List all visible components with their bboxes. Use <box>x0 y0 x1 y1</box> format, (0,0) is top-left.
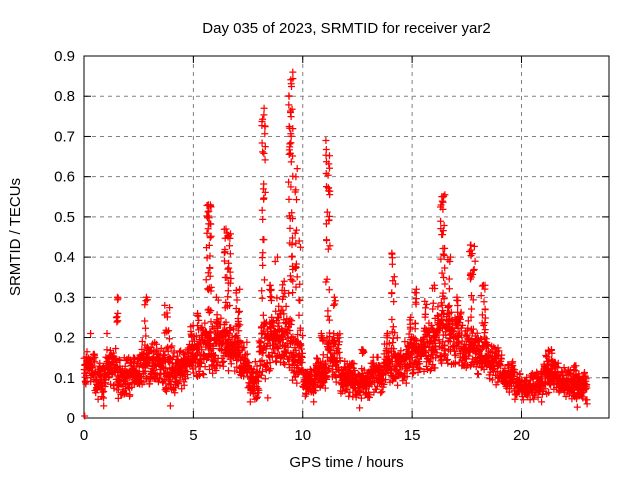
y-tick-label: 0.1 <box>54 370 75 387</box>
chart-title: Day 035 of 2023, SRMTID for receiver yar… <box>202 20 490 37</box>
y-tick-label: 0.5 <box>54 209 75 226</box>
y-tick-label: 0.8 <box>54 88 75 105</box>
y-tick-label: 0 <box>67 410 75 427</box>
y-tick-labels: 0 0.1 0.2 0.3 0.4 0.5 0.6 0.7 0.8 0.9 <box>54 48 75 427</box>
scatter-points <box>80 68 591 420</box>
y-tick-label: 0.4 <box>54 249 75 266</box>
y-tick-label: 0.9 <box>54 48 75 65</box>
x-tick-label: 5 <box>189 427 197 444</box>
y-tick-label: 0.6 <box>54 169 75 186</box>
x-tick-label: 10 <box>294 427 311 444</box>
x-tick-label: 20 <box>513 427 530 444</box>
x-tick-label: 0 <box>80 427 88 444</box>
y-tick-label: 0.3 <box>54 289 75 306</box>
x-axis-label: GPS time / hours <box>289 454 403 471</box>
x-tick-labels: 0 5 10 15 20 <box>80 427 530 444</box>
x-tick-label: 15 <box>404 427 421 444</box>
y-tick-label: 0.2 <box>54 330 75 347</box>
plot-border <box>83 55 610 419</box>
y-tick-label: 0.7 <box>54 128 75 145</box>
y-axis-label: SRMTID / TECUs <box>7 178 24 296</box>
